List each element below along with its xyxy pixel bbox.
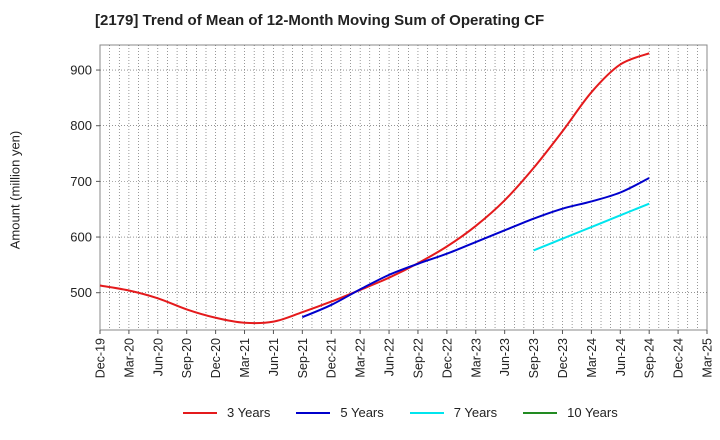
legend: 3 Years 5 Years 7 Years 10 Years [183, 405, 644, 420]
legend-label-3-years: 3 Years [227, 405, 271, 420]
x-tick-label: Mar-22 [354, 338, 368, 378]
y-tick-label: 500 [70, 285, 92, 300]
series-line-3-years [99, 52, 650, 325]
x-tick-label: Jun-24 [614, 338, 628, 376]
x-tick-label: Sep-23 [527, 338, 541, 378]
x-tick-label: Dec-24 [672, 338, 686, 378]
legend-swatch-10-years [523, 411, 558, 414]
legend-swatch-7-years [409, 411, 444, 414]
x-tick-label: Sep-20 [180, 338, 194, 378]
x-tick-label: Jun-23 [498, 338, 512, 376]
x-tick-label: Dec-21 [325, 338, 339, 378]
plot-frame [99, 44, 708, 331]
chart-title: [2179] Trend of Mean of 12-Month Moving … [95, 12, 545, 29]
series-line-7-years [533, 202, 650, 252]
x-tick-label: Jun-21 [267, 338, 281, 376]
x-tick-label: Sep-22 [411, 338, 425, 378]
legend-item-3-years: 3 Years [183, 405, 270, 420]
y-tick-label: 800 [70, 118, 92, 133]
x-tick-label: Sep-24 [643, 338, 657, 378]
x-tick-label: Mar-21 [238, 338, 252, 378]
x-tick-label: Dec-23 [556, 338, 570, 378]
x-tick-label: Jun-20 [151, 338, 165, 376]
x-tick-label: Mar-25 [701, 338, 715, 378]
legend-label-10-years: 10 Years [567, 405, 618, 420]
y-tick-label: 600 [70, 230, 92, 245]
x-tick-label: Dec-20 [209, 338, 223, 378]
legend-label-5-years: 5 Years [340, 405, 384, 420]
y-tick-label: 900 [70, 63, 92, 78]
legend-swatch-5-years [296, 411, 331, 414]
legend-item-5-years: 5 Years [296, 405, 384, 420]
legend-item-10-years: 10 Years [523, 405, 618, 420]
x-tick-label: Mar-24 [585, 338, 599, 378]
legend-item-7-years: 7 Years [409, 405, 498, 420]
y-tick-label: 700 [70, 174, 92, 189]
x-tick-label: Dec-22 [440, 338, 454, 378]
series-line-5-years [301, 177, 650, 319]
legend-label-7-years: 7 Years [453, 405, 498, 420]
x-tick-label: Dec-19 [94, 338, 108, 378]
x-tick-label: Jun-22 [383, 338, 397, 376]
legend-swatch-3-years [183, 411, 217, 414]
x-tick-label: Sep-21 [296, 338, 310, 378]
x-tick-label: Mar-23 [469, 338, 483, 378]
x-tick-label: Mar-20 [122, 338, 136, 378]
